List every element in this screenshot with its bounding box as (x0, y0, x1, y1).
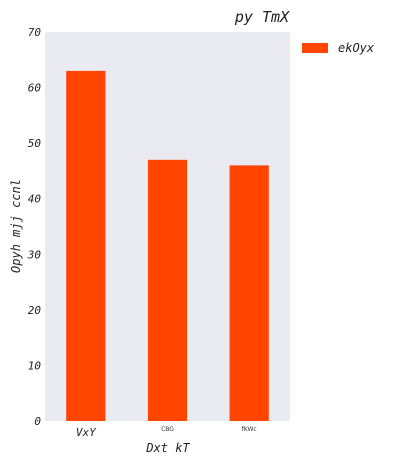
bar-fkwc (229, 165, 269, 421)
x-tick-label-vxy: VxY (76, 426, 97, 439)
y-tick-label-0: 0 (34, 415, 41, 428)
x-axis-label: Dxt kT (145, 441, 190, 455)
y-tick-label-30: 30 (27, 248, 42, 261)
y-tick-label-40: 40 (28, 193, 42, 206)
x-tick-label-fkwc: fKWc (242, 426, 257, 433)
legend-swatch (302, 43, 328, 53)
y-tick-label-10: 10 (28, 359, 42, 372)
y-tick-label-60: 60 (28, 82, 42, 95)
y-tick-labels: 0 10 20 30 40 50 60 70 (27, 26, 42, 428)
chart-title: py TmX (234, 8, 290, 26)
y-tick-label-70: 70 (28, 26, 42, 39)
y-tick-label-50: 50 (28, 137, 42, 150)
x-tick-labels: VxY CBG fKWc (76, 426, 257, 439)
y-tick-label-20: 20 (28, 304, 42, 317)
bars-group (66, 70, 269, 422)
bar-vxy (66, 70, 106, 422)
legend: ekOyx (302, 41, 375, 55)
bar-cbg (147, 159, 188, 421)
x-tick-label-cbg: CBG (161, 426, 174, 433)
legend-label: ekOyx (338, 41, 375, 55)
y-axis-label: Opyh mjj ccnl (9, 179, 23, 273)
